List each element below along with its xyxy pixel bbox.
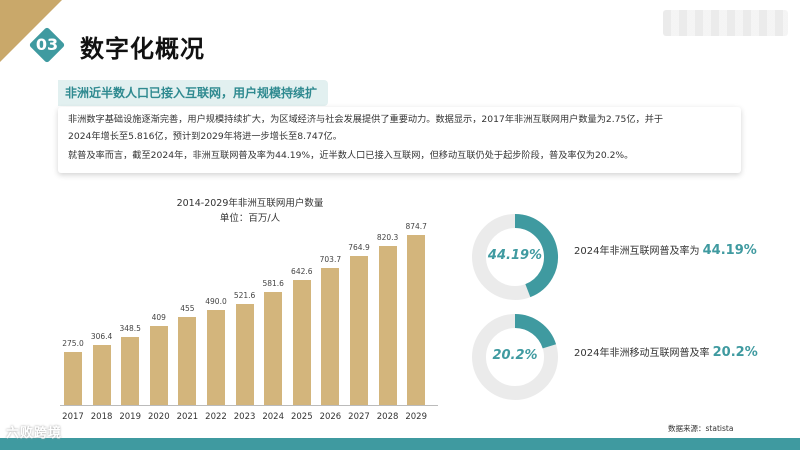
footer-bar	[0, 438, 800, 450]
bar-value-label: 642.6	[291, 267, 313, 277]
donut-caption-internet: 2024年非洲互联网普及率为 44.19%	[574, 242, 757, 258]
bar-value-label: 306.4	[90, 332, 113, 342]
caption-value: 20.2%	[712, 345, 758, 360]
x-tick-label: 2021	[176, 412, 199, 422]
page-title: 数字化概况	[80, 35, 205, 63]
bar-value-label: 455	[180, 303, 195, 313]
subtitle-banner: 非洲近半数人口已接入互联网，用户规模持续扩大	[58, 80, 328, 126]
donut-value-mobile: 20.2%	[492, 348, 538, 363]
donut-arc	[514, 314, 557, 349]
bar-2019	[121, 337, 140, 405]
bar-2028	[378, 245, 397, 405]
bar-2021	[178, 316, 197, 405]
bar-value-label: 348.5	[119, 324, 141, 334]
x-tick-label: 2017	[62, 412, 84, 422]
x-axis	[60, 405, 438, 406]
bar-2024	[264, 291, 283, 405]
bar-value-label: 764.9	[348, 243, 370, 253]
x-tick-label: 2025	[290, 412, 313, 422]
donut-value-internet: 44.19%	[487, 248, 543, 263]
section-badge: 03	[25, 26, 69, 64]
paragraph-line-1: 非洲数字基础设施逐渐完善，用户规模持续扩大，为区域经济与社会发展提供了重要动力。…	[68, 114, 664, 125]
caption-value: 44.19%	[702, 243, 757, 258]
bar-2029	[407, 235, 426, 405]
x-tick-label: 2019	[119, 412, 141, 422]
donut-arc	[514, 214, 558, 298]
watermark: 六败跨境	[6, 426, 63, 441]
paragraph-line-3: 就普及率而言，截至2024年，非洲互联网普及率为44.19%，近半数人口已接入互…	[68, 150, 634, 161]
caption-text: 2024年非洲互联网普及率为	[574, 246, 700, 257]
bar-2025	[292, 280, 311, 405]
bar-2023	[235, 303, 254, 405]
x-tick-label: 2024	[262, 412, 284, 422]
bar-2022	[207, 309, 225, 405]
section-number: 03	[35, 35, 59, 54]
x-tick-label: 2020	[147, 412, 170, 422]
x-tick-label: 2026	[319, 412, 342, 422]
chart-title: 2014-2029年非洲互联网用户数量	[176, 198, 324, 209]
bar-value-label: 409	[151, 312, 166, 322]
bar-value-label: 874.7	[405, 222, 427, 231]
donut-chart-mobile	[472, 314, 558, 400]
x-tick-label: 2022	[205, 412, 227, 422]
bar-value-label: 275.0	[62, 338, 84, 348]
bar-2017	[64, 351, 82, 405]
bar-2027	[350, 256, 368, 405]
bar-2018	[92, 345, 111, 405]
bar-value-label: 820.3	[376, 232, 399, 242]
x-tick-label: 2027	[348, 412, 370, 422]
bar-2026	[321, 268, 340, 405]
donut-chart-internet	[472, 214, 558, 300]
x-tick-label: 2023	[233, 412, 256, 422]
donut-caption-mobile: 2024年非洲移动互联网普及率 20.2%	[574, 344, 758, 360]
blurred-logo	[663, 10, 788, 36]
x-tick-label: 2029	[405, 412, 427, 422]
bar-value-label: 703.7	[319, 255, 342, 265]
caption-text: 2024年非洲移动互联网普及率	[574, 348, 710, 359]
summary-textbox: 非洲数字基础设施逐渐完善，用户规模持续扩大，为区域经济与社会发展提供了重要动力。…	[58, 107, 741, 173]
bar-2020	[149, 325, 168, 405]
bar-value-label: 490.0	[205, 296, 227, 306]
x-tick-label: 2018	[90, 412, 113, 422]
data-source: 数据来源：statista	[668, 424, 734, 433]
chart-unit: 单位：百万/人	[219, 213, 281, 224]
paragraph-line-2: 2024年增长至5.816亿，预计到2029年将进一步增长至8.747亿。	[68, 131, 342, 142]
bar-value-label: 581.6	[262, 278, 284, 288]
x-tick-label: 2028	[376, 412, 399, 422]
bar-value-label: 521.6	[233, 290, 256, 300]
